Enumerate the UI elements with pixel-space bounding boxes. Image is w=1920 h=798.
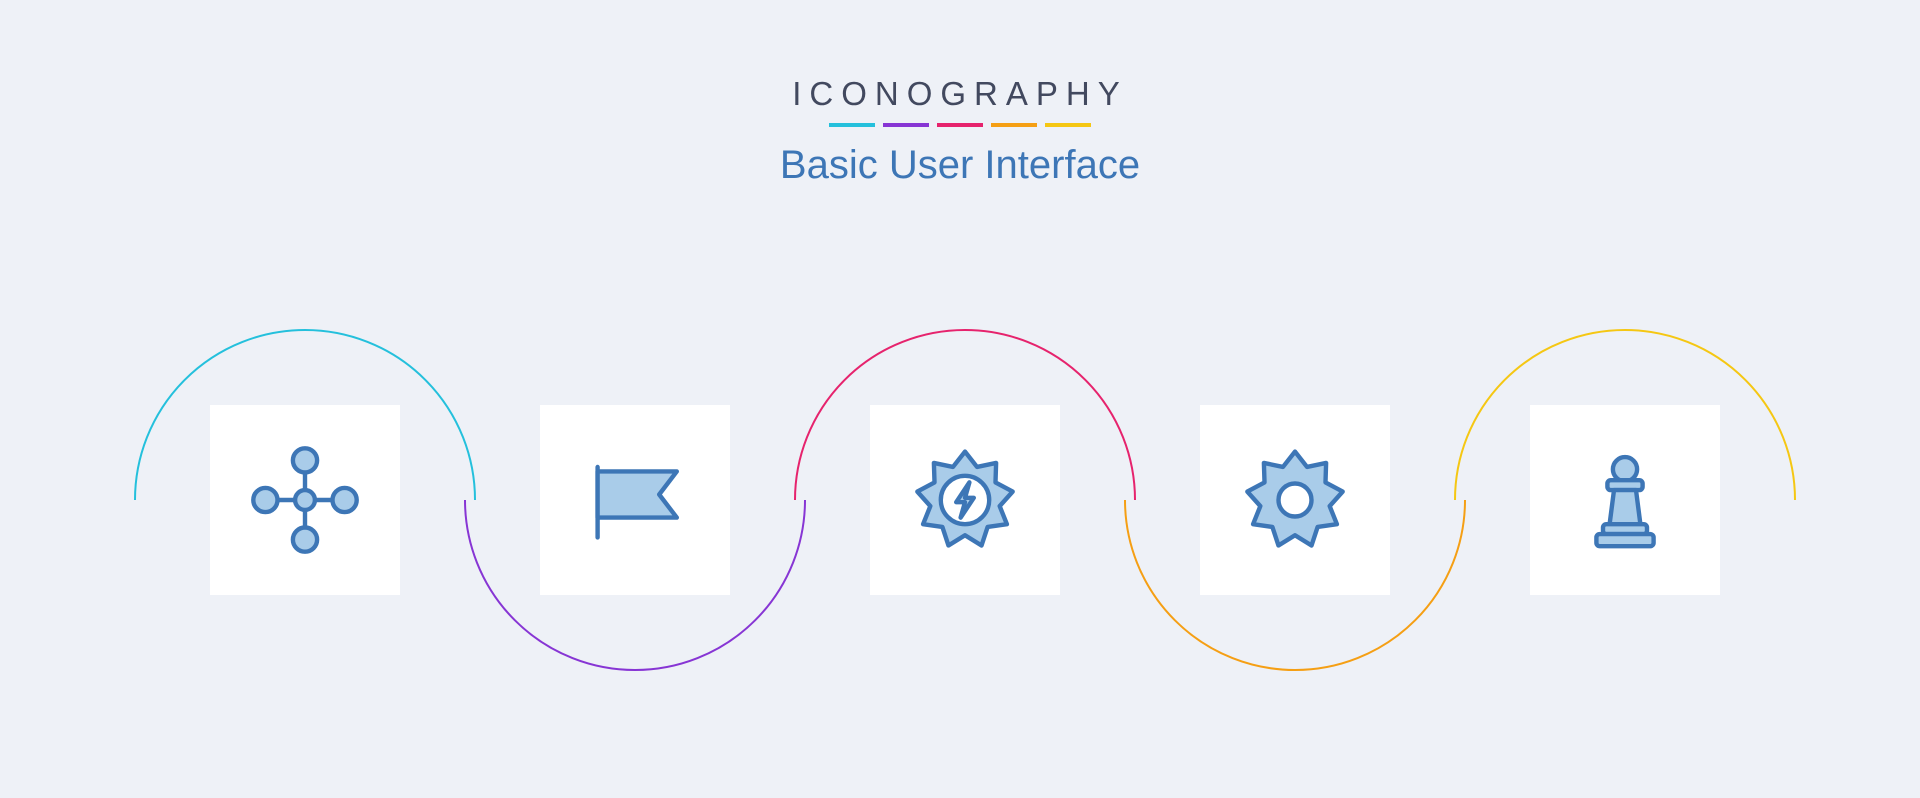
icon-card-0: [210, 405, 400, 595]
icon-card-4: [1530, 405, 1720, 595]
icon-cards-row: [0, 405, 1920, 595]
network-icon: [250, 445, 360, 555]
subtitle: Basic User Interface: [0, 143, 1920, 188]
header: ICONOGRAPHY Basic User Interface: [0, 75, 1920, 188]
flag-icon: [580, 445, 690, 555]
icon-card-1: [540, 405, 730, 595]
gear-bolt-icon: [910, 445, 1020, 555]
underline-seg-2: [937, 123, 983, 127]
underline-seg-4: [1045, 123, 1091, 127]
underline-seg-3: [991, 123, 1037, 127]
chess-pawn-icon: [1570, 445, 1680, 555]
brand-underlines: [0, 123, 1920, 127]
underline-seg-1: [883, 123, 929, 127]
icon-card-3: [1200, 405, 1390, 595]
brand-title: ICONOGRAPHY: [0, 75, 1920, 113]
icon-card-2: [870, 405, 1060, 595]
underline-seg-0: [829, 123, 875, 127]
gear-icon: [1240, 445, 1350, 555]
